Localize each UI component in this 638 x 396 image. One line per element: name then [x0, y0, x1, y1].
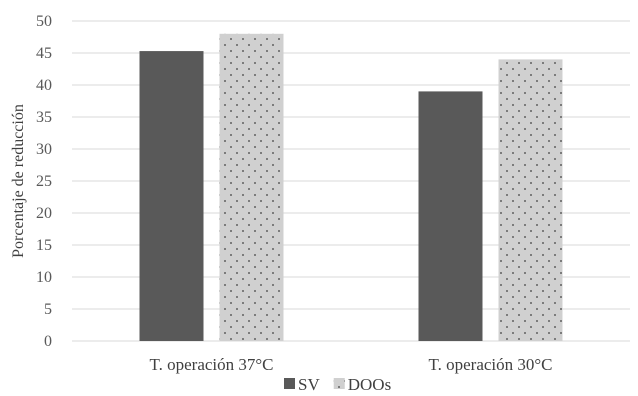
x-axis-category-labels: T. operación 37°C T. operación 30°C [149, 355, 552, 374]
y-tick-label: 30 [36, 141, 52, 158]
y-tick-label: 10 [36, 269, 52, 286]
y-tick-label: 25 [36, 173, 52, 190]
y-axis-title: Porcentaje de reducción [10, 104, 27, 258]
legend-swatch-sv [284, 378, 295, 389]
legend-swatch-doos [333, 378, 345, 389]
y-tick-label: 35 [36, 109, 52, 126]
y-tick-label: 50 [36, 13, 52, 30]
bar-doos-1 [219, 33, 284, 342]
x-category-label: T. operación 30°C [428, 355, 552, 374]
bars [139, 33, 563, 342]
bar-doos-2 [498, 59, 563, 342]
legend: SV DOOs [284, 375, 391, 394]
x-category-label: T. operación 37°C [149, 355, 273, 374]
y-tick-label: 15 [36, 237, 52, 254]
legend-label-sv: SV [298, 375, 320, 394]
y-tick-label: 20 [36, 205, 52, 222]
y-tick-label: 40 [36, 77, 52, 94]
y-tick-label: 5 [44, 301, 52, 318]
bar-sv-2 [418, 91, 483, 342]
bar-sv-1 [139, 51, 204, 341]
y-tick-label: 45 [36, 45, 52, 62]
y-tick-label: 0 [44, 333, 52, 350]
legend-label-doos: DOOs [348, 375, 391, 394]
y-axis-tick-labels: 0 5 10 15 20 25 30 35 40 45 50 [36, 13, 52, 350]
